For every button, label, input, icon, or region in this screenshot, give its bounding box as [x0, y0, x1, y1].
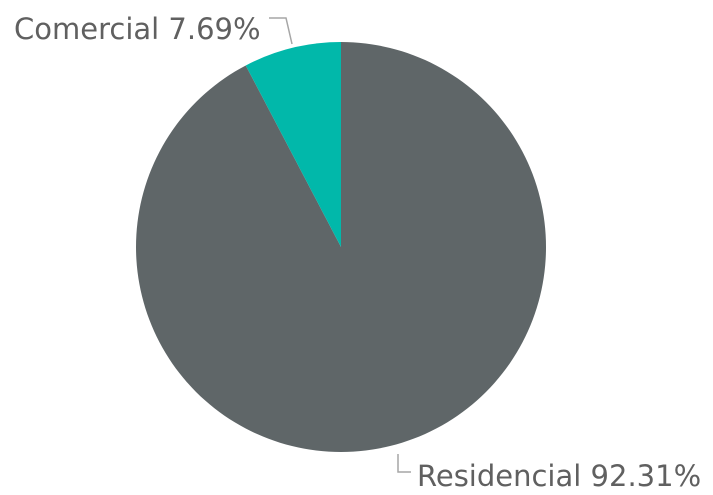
data-label-comercial: Comercial 7.69% [14, 12, 261, 46]
data-label-comercial-category: Comercial [14, 12, 159, 46]
pie-slices [136, 42, 547, 452]
pie-slice-residencial [136, 42, 547, 452]
pie-slice-comercial [245, 42, 341, 247]
data-label-comercial-value: 7.69% [168, 12, 260, 46]
leader-line-residencial [397, 454, 411, 473]
data-label-residencial-value: 92.31% [591, 459, 702, 493]
data-label-residencial: Residencial 92.31% [417, 459, 701, 493]
data-label-residencial-category: Residencial [417, 459, 581, 493]
data-labels: Residencial 92.31% Comercial 7.69% [14, 12, 701, 493]
leader-line-comercial [269, 17, 293, 45]
